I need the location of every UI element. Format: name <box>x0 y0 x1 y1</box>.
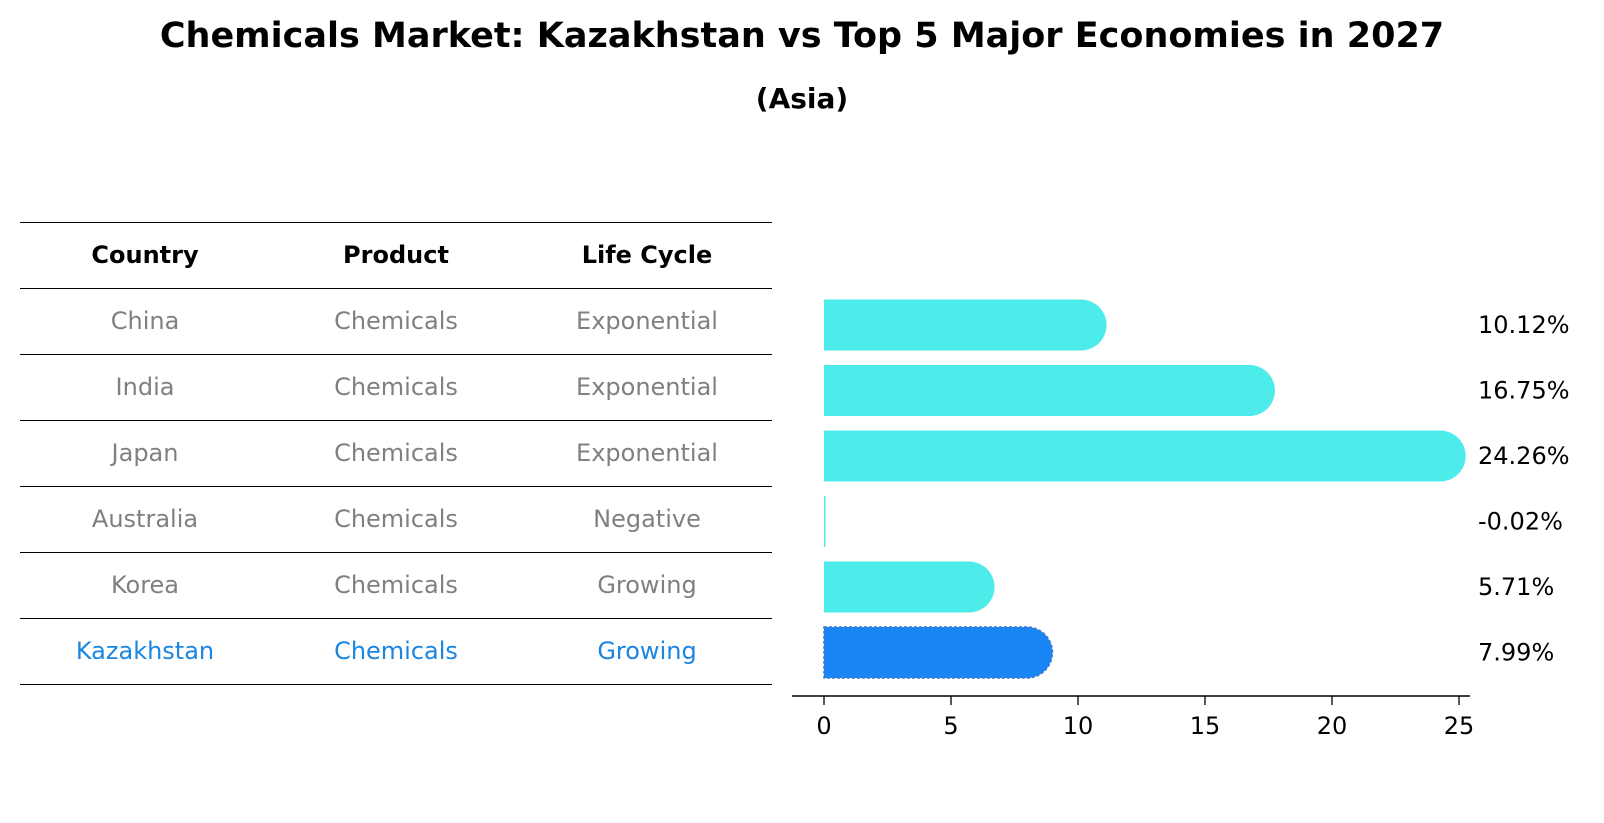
value-label: 10.12% <box>1478 311 1570 339</box>
cell-life-cycle: Exponential <box>576 373 718 401</box>
table-row: Korea Chemicals Growing <box>20 552 772 618</box>
bar <box>824 299 1107 351</box>
table-divider <box>20 420 772 421</box>
cell-country: Japan <box>111 439 179 467</box>
cell-life-cycle: Exponential <box>576 307 718 335</box>
cell-product: Chemicals <box>334 571 458 599</box>
cell-product: Chemicals <box>334 439 458 467</box>
x-tick-label: 15 <box>1190 712 1221 740</box>
cell-life-cycle: Growing <box>597 571 697 599</box>
chart-subtitle: (Asia) <box>755 82 849 115</box>
bar <box>824 430 1466 482</box>
column-header-life-cycle: Life Cycle <box>581 241 713 269</box>
table-divider <box>20 222 772 223</box>
value-label: -0.02% <box>1478 508 1563 536</box>
cell-country: India <box>115 373 175 401</box>
cell-life-cycle: Growing <box>597 637 697 665</box>
chart-title: Chemicals Market: Kazakhstan vs Top 5 Ma… <box>159 16 1445 56</box>
table-row: China Chemicals Exponential <box>20 288 772 354</box>
x-tick-label: 25 <box>1444 712 1475 740</box>
cell-product: Chemicals <box>334 307 458 335</box>
cell-life-cycle: Exponential <box>576 439 718 467</box>
cell-country: Kazakhstan <box>75 637 215 665</box>
x-tick-label: 20 <box>1317 712 1348 740</box>
table-row: Kazakhstan Chemicals Growing <box>20 618 772 684</box>
bar-highlight <box>823 626 1054 679</box>
cell-product: Chemicals <box>334 505 458 533</box>
table-row: India Chemicals Exponential <box>20 354 772 420</box>
table-divider <box>20 288 772 289</box>
table-divider <box>20 486 772 487</box>
x-tick-label: 5 <box>943 712 958 740</box>
cell-country: Australia <box>91 505 199 533</box>
table-header-row: Country Product Life Cycle <box>20 222 772 288</box>
column-header-country: Country <box>91 241 199 269</box>
table-divider <box>20 684 772 685</box>
bar <box>824 496 826 547</box>
x-tick-label: 10 <box>1063 712 1094 740</box>
value-label: 7.99% <box>1478 639 1554 667</box>
table-row: Japan Chemicals Exponential <box>20 420 772 486</box>
table-divider <box>20 552 772 553</box>
value-label: 5.71% <box>1478 573 1554 601</box>
cell-country: Korea <box>110 571 180 599</box>
cell-life-cycle: Negative <box>593 505 701 533</box>
value-label: 16.75% <box>1478 377 1570 405</box>
table-divider <box>20 354 772 355</box>
table-row: Australia Chemicals Negative <box>20 486 772 552</box>
cell-country: China <box>110 307 180 335</box>
cell-product: Chemicals <box>334 373 458 401</box>
bar <box>824 561 995 613</box>
cell-product: Chemicals <box>334 637 458 665</box>
table-divider <box>20 618 772 619</box>
value-label: 24.26% <box>1478 442 1570 470</box>
bar <box>824 365 1275 416</box>
column-header-product: Product <box>343 241 449 269</box>
x-tick-label: 0 <box>816 712 831 740</box>
